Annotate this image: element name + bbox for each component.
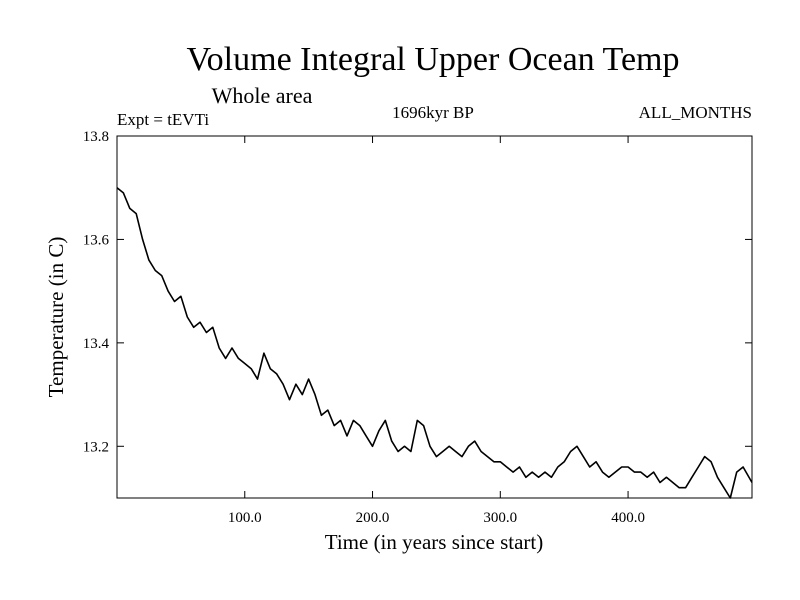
x-axis-label: Time (in years since start): [325, 530, 544, 554]
chart-subtitle: Whole area: [212, 83, 313, 108]
y-tick-label: 13.2: [83, 439, 109, 455]
plot-frame: [116, 135, 753, 499]
x-tick-label: 200.0: [356, 510, 390, 526]
x-tick-label: 300.0: [483, 510, 517, 526]
series-line: [116, 187, 753, 499]
y-tick-label: 13.6: [83, 232, 110, 248]
x-tick-label: 100.0: [228, 510, 262, 526]
annotation-months: ALL_MONTHS: [639, 103, 752, 122]
annotation-period: 1696kyr BP: [392, 103, 474, 122]
y-axis-label: Temperature (in C): [44, 237, 68, 398]
x-tick-label: 400.0: [611, 510, 645, 526]
annotation-expt: Expt = tEVTi: [117, 110, 209, 129]
y-tick-label: 13.4: [83, 336, 110, 352]
chart-title: Volume Integral Upper Ocean Temp: [187, 41, 680, 78]
y-tick-label: 13.8: [83, 129, 109, 145]
